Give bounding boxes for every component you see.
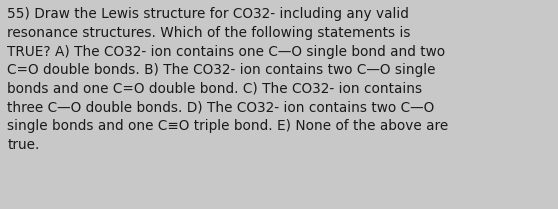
Text: 55) Draw the Lewis structure for CO32- including any valid
resonance structures.: 55) Draw the Lewis structure for CO32- i… bbox=[7, 7, 449, 152]
